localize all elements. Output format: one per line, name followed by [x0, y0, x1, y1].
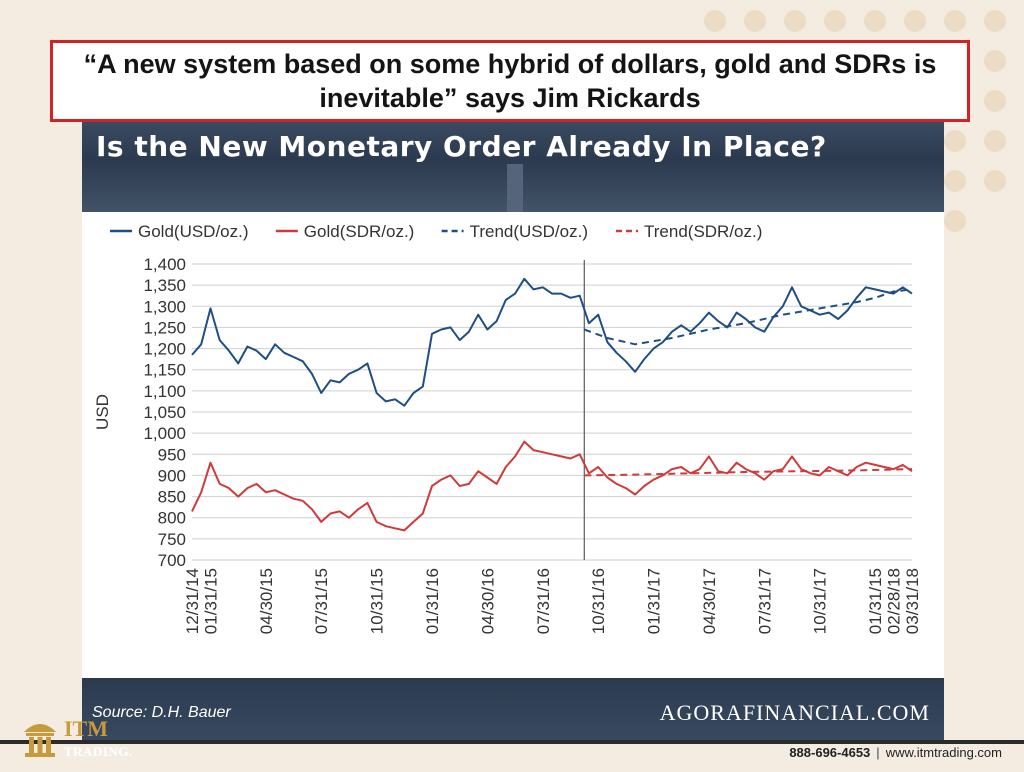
x-tick-label: 07/31/15: [312, 568, 331, 634]
x-tick-label: 07/31/17: [755, 568, 774, 634]
x-tick-label: 10/31/17: [811, 568, 830, 634]
legend-label-3: Trend(SDR/oz.): [644, 222, 762, 241]
y-tick-label: 900: [158, 466, 186, 485]
pillar-logo-icon: [24, 724, 56, 757]
website-link[interactable]: www.itmtrading.com: [885, 745, 1002, 760]
series-line-2: [583, 288, 913, 346]
legend-label-1: Gold(SDR/oz.): [304, 222, 415, 241]
y-tick-label: 1,350: [143, 276, 186, 295]
x-tick-label: 04/30/17: [700, 568, 719, 634]
quote-text: “A new system based on some hybrid of do…: [83, 49, 937, 113]
chart-area: Gold(USD/oz.) Gold(SDR/oz.) Trend(USD/oz.)…: [82, 212, 944, 678]
source-note: Source: D.H. Bauer: [92, 704, 231, 721]
x-tick-label: 01/31/15: [866, 568, 885, 634]
quote-banner: “A new system based on some hybrid of do…: [50, 40, 970, 122]
x-tick-label: 04/30/16: [478, 568, 497, 634]
logo-name: ITM: [64, 716, 108, 741]
y-tick-label: 750: [158, 530, 186, 549]
y-tick-label: 1,150: [143, 361, 186, 380]
x-tick-label: 04/30/15: [257, 568, 276, 634]
logo-subtitle: TRADING.: [64, 744, 133, 759]
y-axis-label: USD: [93, 394, 112, 430]
y-tick-label: 1,250: [143, 318, 186, 337]
x-tick-label: 10/31/16: [589, 568, 608, 634]
chart-footer: Source: D.H. Bauer AGORAFINANCIAL.COM: [82, 678, 944, 742]
y-tick-label: 1,400: [143, 255, 186, 274]
monument-silhouette: [507, 164, 523, 214]
series-line-0: [191, 277, 913, 407]
contact-info: 888-696-4653 | www.itmtrading.com: [789, 745, 1002, 760]
legend-label-0: Gold(USD/oz.): [138, 222, 249, 241]
x-tick-label: 10/31/15: [368, 568, 387, 634]
y-tick-label: 1,200: [143, 340, 186, 359]
x-tick-label: 01/31/16: [423, 568, 442, 634]
series-line-1: [191, 440, 913, 532]
x-tick-label: 01/31/15: [201, 568, 220, 634]
y-tick-label: 1,000: [143, 424, 186, 443]
x-tick-label: 12/31/14: [183, 568, 202, 634]
y-tick-label: 800: [158, 509, 186, 528]
legend-label-2: Trend(USD/oz.): [470, 222, 588, 241]
title-band: Is the New Monetary Order Already In Pla…: [82, 116, 944, 214]
x-tick-label: 02/28/18: [885, 568, 904, 634]
y-tick-label: 1,100: [143, 382, 186, 401]
y-tick-label: 850: [158, 488, 186, 507]
chart-panel: Is the New Monetary Order Already In Pla…: [82, 116, 944, 742]
y-tick-label: 1,300: [143, 297, 186, 316]
y-tick-label: 950: [158, 445, 186, 464]
bottom-bar: [0, 740, 1024, 772]
phone-number: 888-696-4653: [789, 745, 871, 760]
y-tick-label: 700: [158, 551, 186, 570]
y-tick-label: 1,050: [143, 403, 186, 422]
line-chart: Gold(USD/oz.) Gold(SDR/oz.) Trend(USD/oz.)…: [93, 222, 922, 634]
x-tick-label: 03/31/18: [903, 568, 922, 634]
x-tick-label: 07/31/16: [534, 568, 553, 634]
x-tick-label: 01/31/17: [645, 568, 664, 634]
series-line-3: [584, 468, 913, 477]
company-logo: ITM TRADING.: [16, 712, 136, 768]
publisher-brand: AGORAFINANCIAL.COM: [659, 700, 930, 725]
contact-separator: |: [876, 745, 880, 760]
chart-title: Is the New Monetary Order Already In Pla…: [96, 130, 827, 163]
